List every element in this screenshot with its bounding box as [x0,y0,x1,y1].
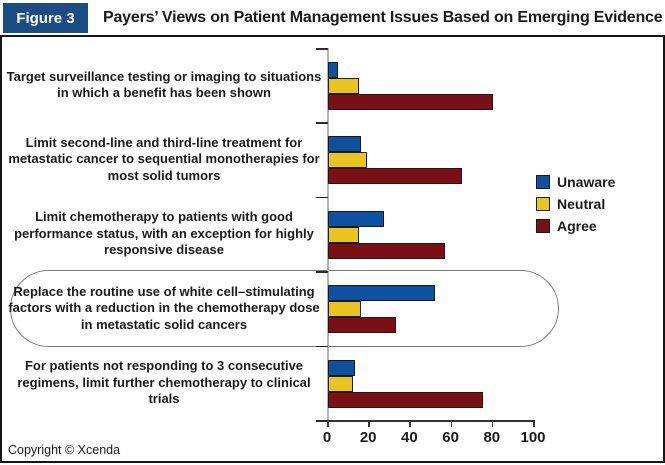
y-axis-tick [316,271,328,273]
bar-unaware-cat2 [328,136,361,153]
x-axis-tick [409,420,411,427]
legend-item-neutral: Neutral [536,193,615,215]
bar-agree-cat2 [328,168,462,185]
category-label: Limit chemotherapy to patients with good… [14,209,314,258]
bar-agree-cat3 [328,242,446,259]
bar-neutral-cat5 [328,375,353,392]
category-label: Limit second-line and third-line treatme… [8,134,320,183]
y-axis-tick [316,420,328,422]
x-axis-tick-label: 100 [520,429,546,446]
y-axis-tick [316,122,328,124]
legend-label-agree: Agree [557,218,597,234]
bar-unaware-cat1 [328,62,339,78]
bar-neutral-cat2 [328,152,368,169]
bar-unaware-cat3 [328,210,384,227]
legend-label-unaware: Unaware [557,174,616,190]
x-axis-line [327,420,535,422]
x-axis-tick [533,420,535,427]
bar-neutral-cat1 [328,78,359,94]
bar-unaware-cat5 [328,359,355,376]
bar-unaware-cat4 [328,285,436,302]
x-axis-tick-label: 40 [401,429,418,446]
x-axis-tick-label: 20 [359,429,377,446]
y-axis-tick [316,48,328,50]
legend-swatch-neutral [536,197,550,211]
bar-neutral-cat4 [328,301,361,318]
x-axis-tick [327,420,329,427]
legend-item-unaware: Unaware [536,171,615,193]
y-axis-tick [316,345,328,348]
bar-neutral-cat3 [328,226,359,243]
figure-header: Figure 3 Payers’ Views on Patient Manage… [0,0,665,35]
legend-label-neutral: Neutral [557,196,606,212]
chart-legend: Unaware Neutral Agree [536,171,615,237]
chart-body: Unaware Neutral Agree Copyright © Xcenda T… [0,35,665,463]
y-axis-tick [316,196,328,199]
category-label: For patients not responding to 3 consecu… [17,358,311,407]
bar-agree-cat4 [328,317,396,334]
bar-agree-cat5 [328,391,483,408]
category-label: Target surveillance testing or imaging t… [6,68,322,101]
bar-agree-cat1 [328,94,493,110]
legend-item-agree: Agree [536,215,615,237]
figure-number-badge: Figure 3 [3,3,88,33]
x-axis-tick [450,420,453,427]
x-axis-tick-label: 0 [322,429,332,446]
copyright-text: Copyright © Xcenda [8,443,121,457]
highlight-oval-annotation [10,270,559,347]
x-axis-tick [491,420,494,427]
legend-swatch-agree [536,219,550,233]
x-axis-tick [368,420,370,427]
x-axis-tick-label: 60 [442,429,459,446]
legend-swatch-unaware [536,175,550,189]
category-label: Replace the routine use of white cell–st… [8,283,320,332]
x-axis-tick-label: 80 [483,429,501,446]
figure-title: Payers’ Views on Patient Management Issu… [103,8,663,26]
